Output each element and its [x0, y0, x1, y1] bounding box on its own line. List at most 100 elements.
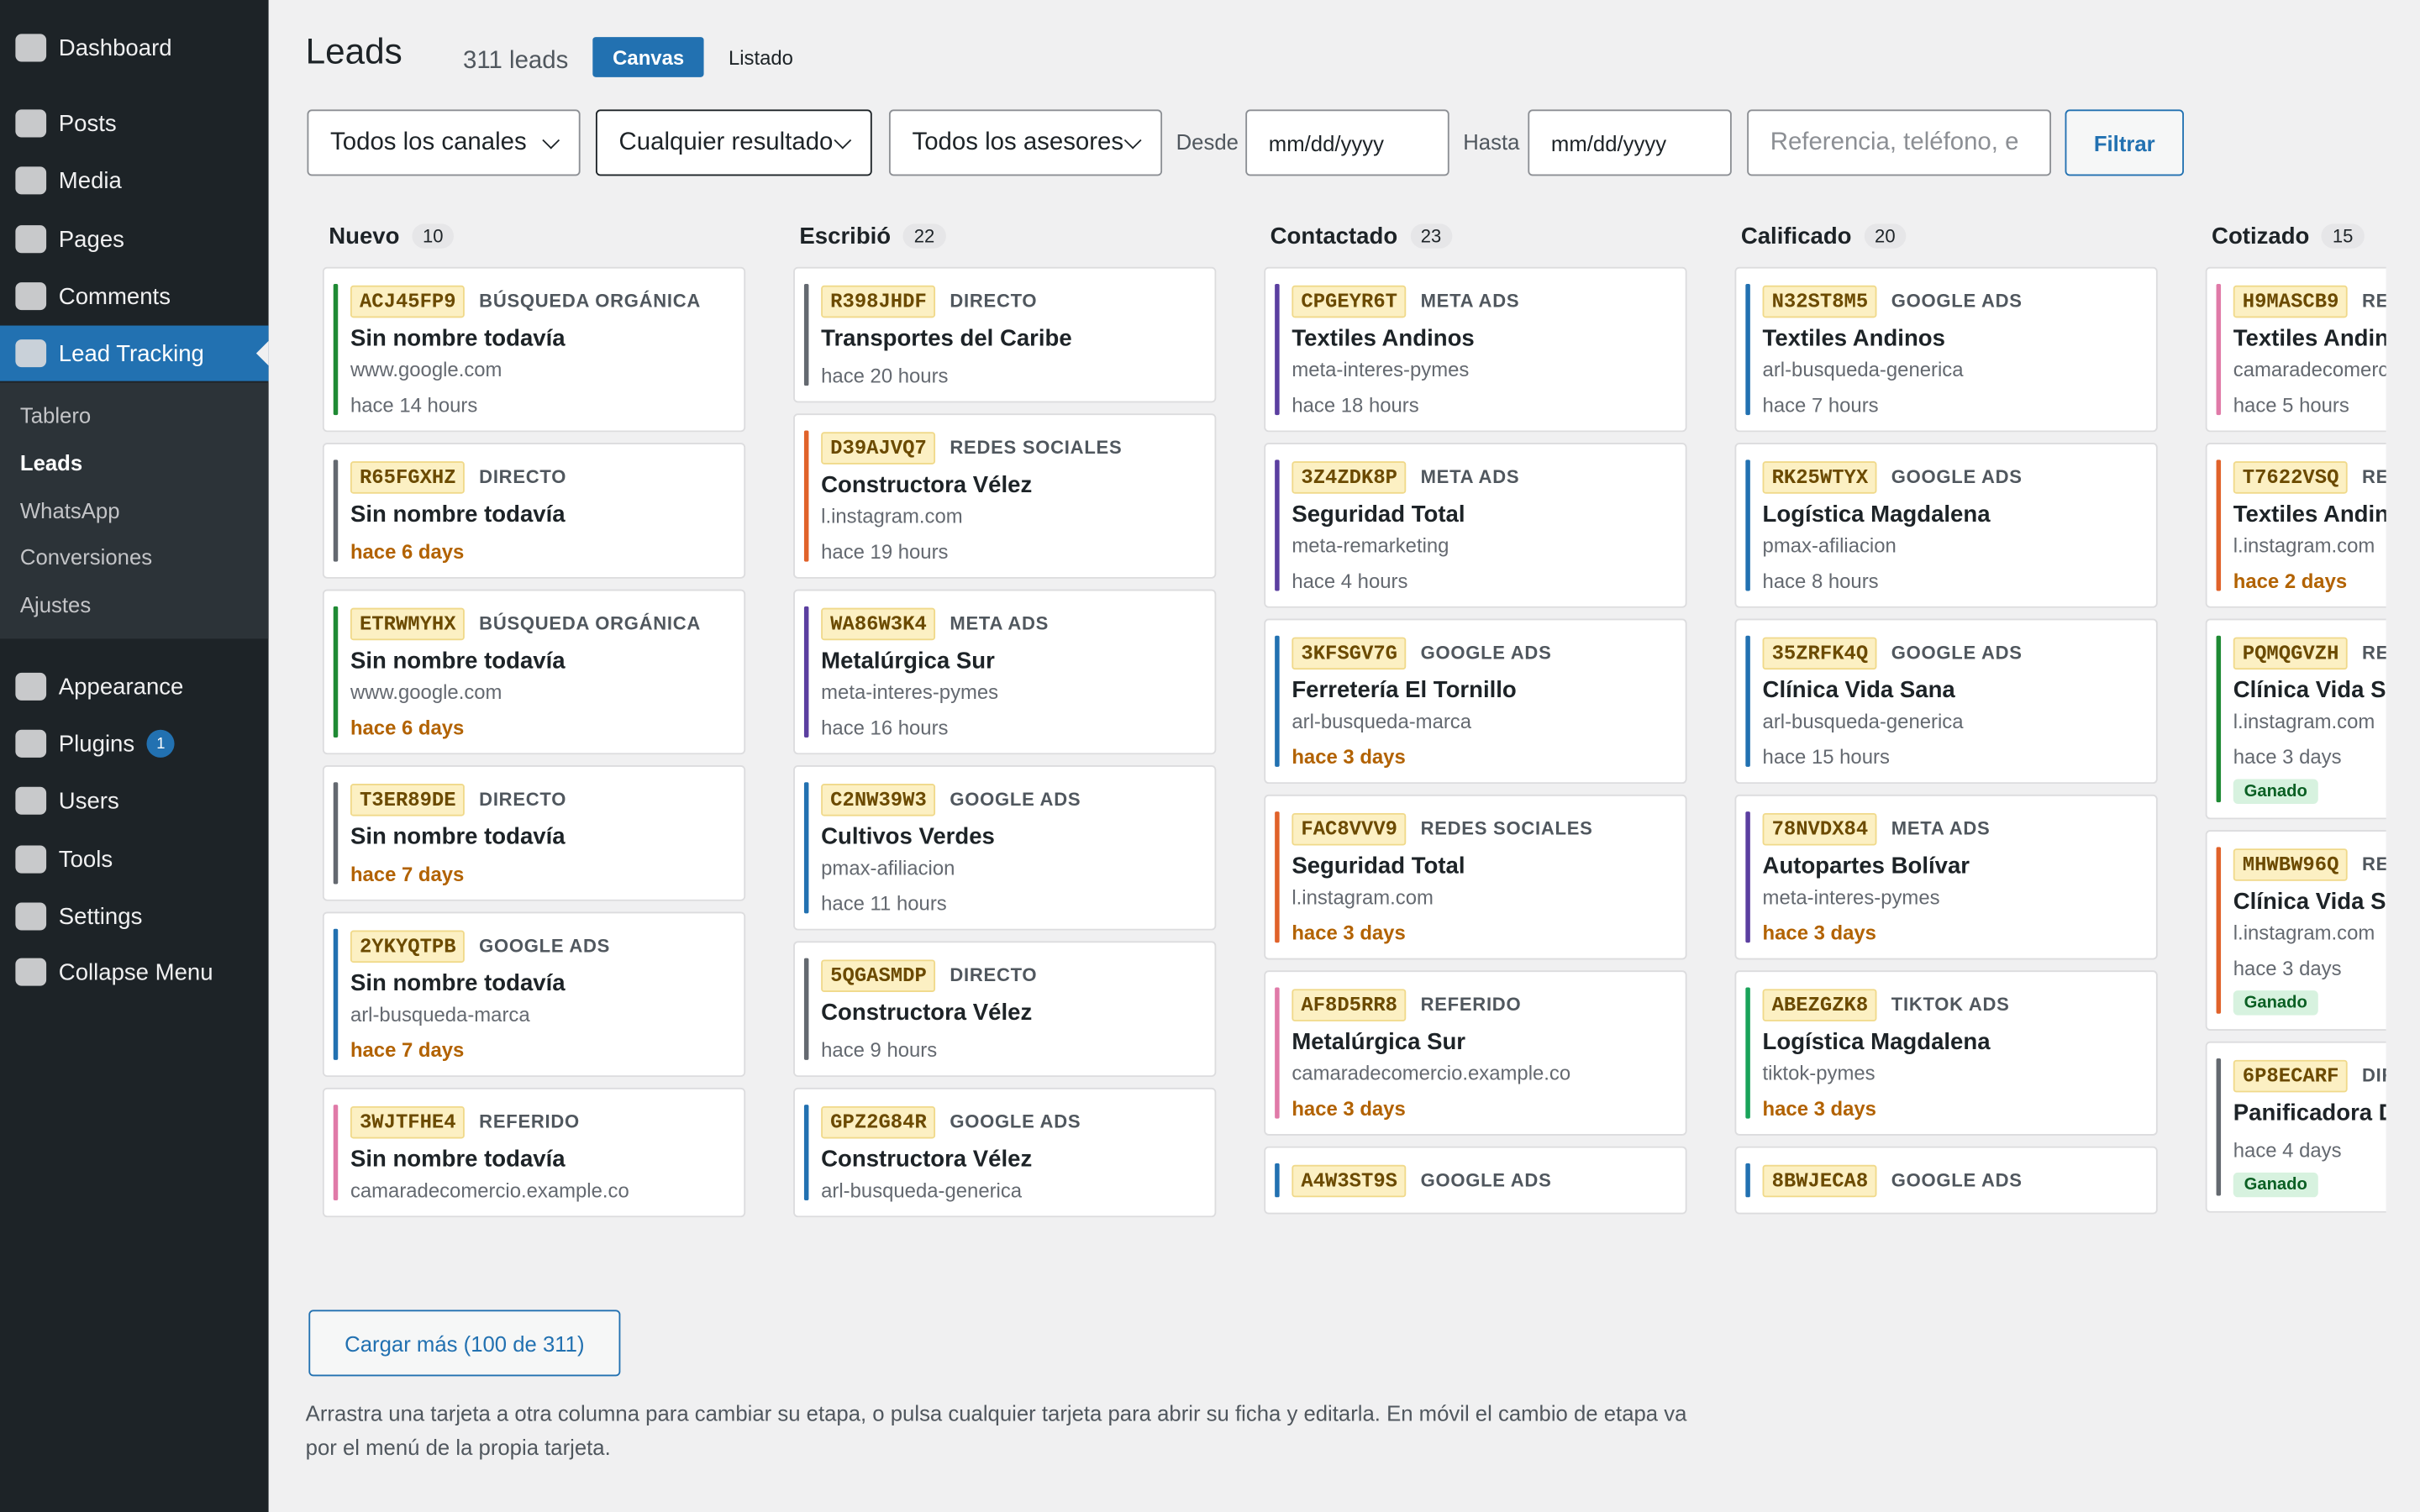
submenu-item[interactable]: Ajustes [19, 592, 92, 618]
button-text: Filtrar [2093, 130, 2155, 155]
menu-item[interactable]: Tools [0, 832, 269, 887]
lead-card[interactable]: 5QGASMDP DIRECTO Constructora Vélez hace 9 … [793, 941, 1217, 1078]
filter-button[interactable]: Filtrar [2065, 109, 2184, 176]
lead-source: arl-busqueda-generica [821, 1179, 1023, 1202]
lead-card[interactable]: 35ZRFK4Q GOOGLE ADS Clínica Vida Sana arl-b… [1734, 618, 2158, 785]
menu-label: Appearance [58, 673, 184, 700]
select-text: Todos los asesores [912, 129, 1124, 155]
tab[interactable]: Canvas [592, 37, 705, 77]
lead-card[interactable]: 6P8ECARF DIRECTO Panificadora D hace 4 days… [2205, 1041, 2386, 1213]
lead-channel: GOOGLE ADS [1891, 465, 2023, 488]
card-header: R398JHDF DIRECTO [821, 282, 1199, 319]
channel-bar [1745, 1163, 1750, 1198]
column-count: 15 [2322, 223, 2365, 249]
menu-item[interactable]: Plugins 1 [0, 716, 269, 771]
channel-bar [1275, 459, 1280, 591]
advisor-select[interactable]: Todos los asesores [888, 109, 1163, 176]
submenu-item[interactable]: Leads [19, 449, 83, 475]
lead-card[interactable]: 3WJTFHE4 REFERIDO Sin nombre todavía camara… [322, 1087, 746, 1218]
submenu-item[interactable]: WhatsApp [19, 497, 120, 522]
menu-item[interactable]: Users [0, 773, 269, 828]
lead-card[interactable]: 78NVDX84 META ADS Autopartes Bolívar meta-i… [1734, 794, 2158, 960]
lead-card[interactable]: ABEZGZK8 TIKTOK ADS Logística Magdalena tik… [1734, 970, 2158, 1136]
lead-name: Sin nombre todavía [350, 970, 566, 997]
lead-channel: GOOGLE ADS [1891, 1169, 2023, 1191]
lead-channel: GOOGLE ADS [950, 788, 1081, 811]
lead-card[interactable]: AF8D5RR8 REFERIDO Metalúrgica Sur camaradec… [1264, 970, 1687, 1136]
submenu-item[interactable]: Conversiones [19, 545, 153, 570]
lead-card[interactable]: 3KFSGV7G GOOGLE ADS Ferretería El Tornillo… [1264, 618, 1687, 785]
lead-card[interactable]: PQMQGVZH REDES SOCIALES Clínica Vida Sana l… [2205, 618, 2386, 820]
menu-item[interactable]: Posts [0, 96, 269, 151]
menu-icon [15, 845, 47, 874]
search-input[interactable]: Referencia, teléfono, e [1747, 109, 2052, 176]
channel-select[interactable]: Todos los canales [307, 109, 581, 176]
lead-card[interactable]: RK25WTYX GOOGLE ADS Logística Magdalena pma… [1734, 443, 2158, 608]
lead-age: hace 4 hours [1292, 569, 1408, 593]
tab[interactable]: Listado [728, 45, 793, 69]
lead-card[interactable]: ETRWMYHX BÚSQUEDA ORGÁNICA Sin nombre toda… [322, 589, 746, 755]
lead-card[interactable]: C2NW39W3 GOOGLE ADS Cultivos Verdes pmax-af… [793, 765, 1217, 931]
card-header: CPGEYR6T META ADS [1292, 282, 1670, 319]
result-select[interactable]: Cualquier resultado [595, 109, 872, 176]
lead-channel: REFERIDO [2361, 290, 2386, 312]
lead-card[interactable]: D39AJVQ7 REDES SOCIALES Constructora Vélez… [793, 413, 1217, 579]
menu-item[interactable]: Comments [0, 269, 269, 324]
lead-card[interactable]: R65FGXHZ DIRECTO Sin nombre todavía hace 6 … [322, 443, 746, 579]
lead-card[interactable]: WA86W3K4 META ADS Metalúrgica Sur meta-inte… [793, 589, 1217, 755]
lead-code: N32ST8M5 [1762, 284, 1878, 318]
channel-bar [803, 430, 809, 562]
lead-card[interactable]: 8BWJECA8 GOOGLE ADS [1734, 1146, 2158, 1215]
column-title: Calificado [1740, 223, 1852, 249]
card-header: MHWBW96Q REDES SOCIALES [2233, 846, 2386, 883]
lead-name: Transportes del Caribe [821, 325, 1072, 352]
lead-card[interactable]: A4W3ST9S GOOGLE ADS [1264, 1146, 1687, 1215]
lead-name: Cultivos Verdes [821, 823, 995, 851]
card-header: 3WJTFHE4 REFERIDO [350, 1103, 729, 1140]
menu-label: Settings [58, 903, 143, 930]
menu-item[interactable]: Pages [0, 212, 269, 267]
card-header: R65FGXHZ DIRECTO [350, 459, 729, 496]
menu-item[interactable]: Lead Tracking [0, 325, 269, 381]
lead-card[interactable]: T3ER89DE DIRECTO Sin nombre todavía hace 7 … [322, 765, 746, 901]
menu-icon [15, 34, 47, 62]
menu-item[interactable]: Collapse Menu [0, 944, 269, 1000]
from-date[interactable]: mm/dd/yyyy [1245, 109, 1449, 176]
lead-age: hace 3 days [1292, 921, 1406, 945]
lead-card[interactable]: ACJ45FP9 BÚSQUEDA ORGÁNICA Sin nombre toda… [322, 266, 746, 433]
card-header: PQMQGVZH REDES SOCIALES [2233, 634, 2386, 671]
lead-channel: GOOGLE ADS [950, 1110, 1081, 1133]
channel-bar [333, 606, 339, 738]
lead-card[interactable]: N32ST8M5 GOOGLE ADS Textiles Andinos arl-bu… [1734, 266, 2158, 433]
channel-bar [803, 958, 809, 1060]
lead-source: www.google.com [350, 680, 502, 704]
lead-code: T3ER89DE [350, 783, 466, 816]
lead-card[interactable]: T7622VSQ REDES SOCIALES Textiles Andinos l.… [2205, 443, 2386, 608]
lead-card[interactable]: 2YKYQTPB GOOGLE ADS Sin nombre todavía arl-… [322, 911, 746, 1078]
column-title: Escribió [799, 223, 892, 249]
menu-item[interactable]: Dashboard [0, 20, 269, 76]
menu-item[interactable]: Settings [0, 889, 269, 944]
channel-bar [1745, 811, 1750, 943]
channel-bar [333, 928, 339, 1060]
lead-card[interactable]: H9MASCB9 REFERIDO Textiles Andinos camarade… [2205, 266, 2386, 433]
lead-name: Clínica Vida Sana [2233, 888, 2386, 916]
lead-card[interactable]: 3Z4ZDK8P META ADS Seguridad Total meta-rema… [1264, 443, 1687, 608]
lead-card[interactable]: MHWBW96Q REDES SOCIALES Clínica Vida Sana l… [2205, 830, 2386, 1031]
channel-bar [1275, 1163, 1280, 1198]
lead-channel: META ADS [1891, 817, 1991, 840]
menu-icon [15, 282, 47, 311]
to-date[interactable]: mm/dd/yyyy [1528, 109, 1732, 176]
lead-card[interactable]: CPGEYR6T META ADS Textiles Andinos meta-int… [1264, 266, 1687, 433]
load-more-button[interactable]: Cargar más (100 de 311) [308, 1310, 621, 1377]
card-header: C2NW39W3 GOOGLE ADS [821, 780, 1199, 817]
kanban-board: Nuevo 10 ACJ45FP9 BÚSQUEDA ORGÁNICA Sin nomb… [322, 216, 2386, 1280]
lead-card[interactable]: R398JHDF DIRECTO Transportes del Caribe hac… [793, 266, 1217, 403]
lead-card[interactable]: FAC8VVV9 REDES SOCIALES Seguridad Total l.i… [1264, 794, 1687, 960]
card-header: 35ZRFK4Q GOOGLE ADS [1762, 634, 2141, 671]
menu-item[interactable]: Media [0, 153, 269, 208]
menu-item[interactable]: Appearance [0, 659, 269, 714]
submenu-item[interactable]: Tablero [19, 402, 92, 428]
lead-card[interactable]: GPZ2G84R GOOGLE ADS Constructora Vélez arl-… [793, 1087, 1217, 1218]
main: Leads 311 leads Canvas Listado Todos los… [269, 0, 2420, 1512]
